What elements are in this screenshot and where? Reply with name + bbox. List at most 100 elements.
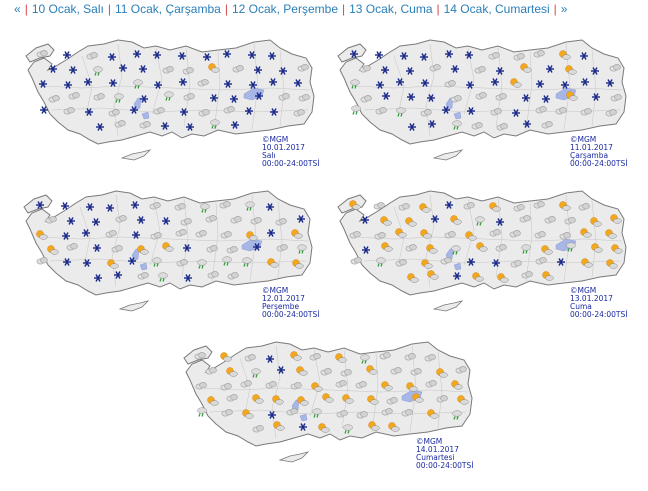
province-border — [353, 85, 623, 91]
nav-separator: | — [342, 2, 346, 16]
snow-icon — [96, 123, 104, 131]
nav-link-11-ocak[interactable]: 11 Ocak, Çarşamba — [114, 2, 221, 16]
snow-icon — [231, 121, 239, 129]
cyprus-outline — [432, 300, 464, 312]
cloud-icon — [425, 380, 437, 388]
rain-icon — [114, 93, 124, 103]
cloud-icon — [309, 353, 321, 361]
province-border — [363, 258, 621, 264]
sun-cloud-icon — [421, 259, 433, 269]
cloud-icon — [221, 409, 233, 417]
snow-icon — [406, 67, 414, 75]
rain-icon — [152, 257, 162, 267]
cloud-icon — [444, 80, 456, 88]
map-caption: ©MGM 11.01.2017 Çarşamba 00:00-24:00TSİ — [570, 136, 628, 168]
rain-icon — [396, 107, 406, 117]
turkey-map-svg — [25, 39, 315, 161]
cloud-icon — [535, 257, 547, 265]
province-border — [151, 47, 163, 115]
snow-icon — [522, 94, 530, 102]
cloud-icon — [444, 231, 456, 239]
province-border — [239, 357, 251, 419]
snow-icon — [581, 78, 589, 86]
snow-icon — [183, 244, 191, 252]
nav-link-14-ocak[interactable]: 14 Ocak, Cumartesi — [443, 2, 550, 16]
map-credit: ©MGM — [570, 135, 597, 144]
sun-cloud-icon — [497, 273, 509, 283]
snow-icon — [467, 107, 475, 115]
forecast-map-10-ocak[interactable]: ©MGM 10.01.2017 Salı 00:00-24:00TSİ — [22, 26, 322, 176]
province-border — [209, 409, 467, 415]
map-time: 00:00-24:00TSİ — [262, 310, 320, 319]
cloud-icon — [93, 93, 105, 101]
snow-icon — [230, 95, 238, 103]
map-day: Perşembe — [262, 302, 300, 311]
snow-icon — [561, 81, 569, 89]
snow-icon — [431, 215, 439, 223]
cloud-icon — [293, 109, 305, 117]
sun-cloud-icon — [427, 270, 439, 280]
cloud-icon — [149, 202, 161, 210]
snow-icon — [253, 243, 261, 251]
snow-icon — [420, 53, 428, 61]
nav-link-12-ocak[interactable]: 12 Ocak, Perşembe — [231, 2, 338, 16]
forecast-map-11-ocak[interactable]: ©MGM 11.01.2017 Çarşamba 00:00-24:00TSİ — [334, 26, 634, 176]
rain-icon — [210, 119, 220, 129]
prev-arrow-link[interactable]: « — [14, 2, 21, 16]
snow-icon — [93, 244, 101, 252]
sun-cloud-icon — [291, 229, 303, 239]
snow-icon — [85, 108, 93, 116]
cloud-icon — [605, 109, 617, 117]
lake — [453, 262, 462, 271]
weather-icons — [36, 50, 310, 131]
map-credit: ©MGM — [262, 135, 289, 144]
sun-cloud-icon — [559, 50, 571, 60]
cloud-icon — [424, 354, 436, 362]
forecast-map-12-ocak[interactable]: ©MGM 12.01.2017 Perşembe 00:00-24:00TSİ — [20, 177, 320, 327]
sun-cloud-icon — [566, 91, 578, 101]
snow-icon — [270, 108, 278, 116]
snow-icon — [254, 66, 262, 74]
rain-icon — [297, 244, 307, 254]
snow-icon — [445, 50, 453, 58]
rain-icon — [351, 105, 361, 115]
sun-cloud-icon — [542, 271, 554, 281]
sun-cloud-icon — [381, 381, 393, 391]
cloud-icon — [544, 216, 556, 224]
map-credit: ©MGM — [262, 286, 289, 295]
snow-icon — [591, 67, 599, 75]
next-arrow-link[interactable]: » — [560, 2, 568, 16]
snow-icon — [496, 67, 504, 75]
cloud-icon — [220, 383, 232, 391]
forecast-map-14-ocak[interactable]: ©MGM 14.01.2017 Cumartesi 00:00-24:00TSİ — [180, 328, 480, 478]
sun-cloud-icon — [311, 382, 323, 392]
rain-icon — [452, 410, 462, 420]
sun-cloud-icon — [296, 366, 308, 376]
snow-icon — [84, 78, 92, 86]
rain-icon — [452, 120, 462, 130]
sun-cloud-icon — [246, 231, 258, 241]
nav-link-13-ocak[interactable]: 13 Ocak, Cuma — [349, 2, 433, 16]
rain-icon — [245, 201, 255, 211]
snow-icon — [376, 81, 384, 89]
cloud-icon — [373, 202, 385, 210]
snow-icon — [496, 218, 504, 226]
snow-icon — [451, 65, 459, 73]
nav-link-10-ocak[interactable]: 10 Ocak, Salı — [31, 2, 104, 16]
province-border — [591, 200, 597, 278]
cloud-icon — [474, 66, 486, 74]
sun-cloud-icon — [380, 216, 392, 226]
snow-icon — [266, 203, 274, 211]
cloud-icon — [533, 201, 545, 209]
snow-icon — [266, 355, 274, 363]
cloud-icon — [381, 408, 393, 416]
cloud-icon — [379, 352, 391, 360]
cloud-icon — [290, 382, 302, 390]
rain-icon — [158, 272, 168, 282]
map-time: 00:00-24:00TSİ — [570, 159, 628, 168]
snow-icon — [179, 78, 187, 86]
forecast-map-13-ocak[interactable]: ©MGM 13.01.2017 Cuma 00:00-24:00TSİ — [334, 177, 634, 327]
map-date: 13.01.2017 — [570, 294, 613, 303]
snow-icon — [592, 93, 600, 101]
rain-icon — [242, 257, 252, 267]
